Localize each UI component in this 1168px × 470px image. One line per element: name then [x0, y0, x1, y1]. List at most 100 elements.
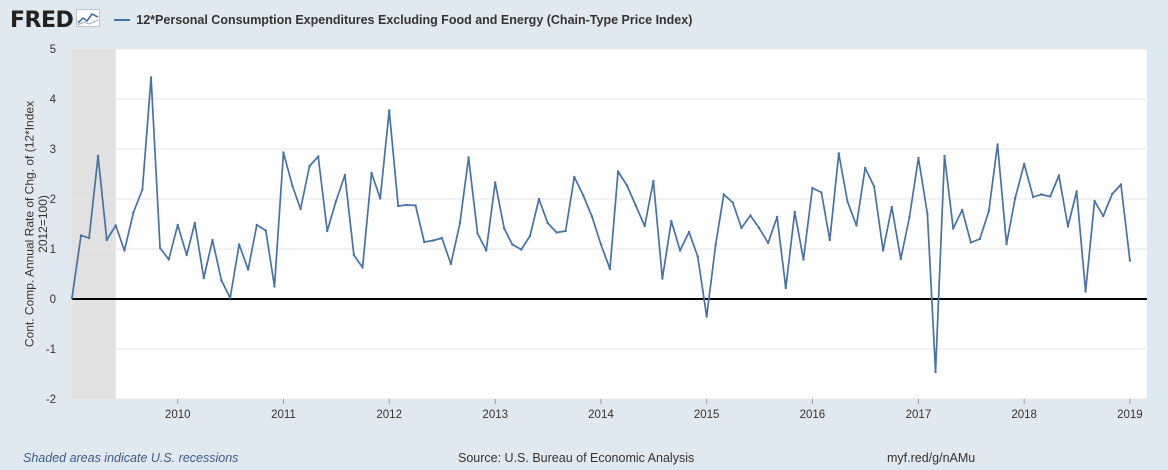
data-point[interactable] [625, 184, 629, 187]
data-point[interactable] [1057, 174, 1061, 177]
data-point[interactable] [467, 156, 470, 159]
data-point[interactable] [573, 175, 576, 179]
data-point[interactable] [211, 238, 214, 242]
data-point[interactable] [855, 224, 858, 227]
data-point[interactable] [722, 193, 725, 196]
data-point[interactable] [599, 243, 603, 246]
data-point[interactable] [511, 243, 514, 246]
data-point[interactable] [361, 266, 364, 269]
data-point[interactable] [1128, 259, 1132, 262]
data-point[interactable] [352, 253, 356, 257]
data-point[interactable] [1102, 214, 1105, 218]
data-point[interactable] [317, 155, 320, 158]
data-point[interactable] [978, 237, 982, 241]
data-point[interactable] [1040, 193, 1043, 196]
data-point[interactable] [863, 166, 867, 170]
data-point[interactable] [775, 215, 779, 219]
data-point[interactable] [202, 276, 206, 280]
data-point[interactable] [634, 204, 637, 207]
data-point[interactable] [652, 179, 655, 183]
data-point[interactable] [643, 224, 646, 228]
data-point[interactable] [705, 315, 708, 318]
data-point[interactable] [890, 205, 893, 209]
data-point[interactable] [167, 258, 170, 261]
data-point[interactable] [458, 222, 462, 225]
data-point[interactable] [158, 246, 162, 250]
data-point[interactable] [1031, 195, 1035, 199]
data-point[interactable] [582, 194, 585, 197]
data-point[interactable] [1111, 192, 1114, 196]
data-point[interactable] [494, 181, 497, 184]
data-point[interactable] [670, 219, 673, 223]
data-point[interactable] [1022, 162, 1026, 166]
data-point[interactable] [1084, 290, 1087, 293]
data-point[interactable] [996, 143, 999, 146]
data-point[interactable] [70, 296, 74, 300]
data-point[interactable] [193, 221, 197, 225]
data-point[interactable] [379, 197, 382, 200]
data-point[interactable] [308, 164, 311, 168]
data-point[interactable] [828, 238, 832, 242]
data-point[interactable] [757, 226, 761, 230]
data-point[interactable] [537, 197, 541, 201]
data-point[interactable] [696, 255, 699, 258]
data-point[interactable] [282, 151, 285, 154]
data-point[interactable] [740, 226, 743, 230]
data-point[interactable] [881, 249, 885, 252]
data-point[interactable] [908, 215, 911, 219]
data-point[interactable] [334, 200, 338, 203]
data-point[interactable] [246, 268, 250, 271]
data-point[interactable] [264, 229, 267, 232]
data-point[interactable] [326, 229, 329, 233]
data-point[interactable] [176, 223, 179, 227]
data-point[interactable] [414, 204, 417, 207]
data-point[interactable] [943, 154, 946, 158]
data-point[interactable] [952, 227, 955, 230]
data-point[interactable] [405, 203, 408, 207]
data-point[interactable] [1066, 225, 1070, 228]
data-point[interactable] [714, 243, 717, 246]
data-point[interactable] [87, 236, 91, 240]
data-point[interactable] [793, 210, 796, 214]
data-point[interactable] [528, 234, 532, 238]
data-point[interactable] [185, 253, 188, 257]
data-point[interactable] [255, 223, 259, 227]
data-point[interactable] [820, 191, 823, 194]
data-point[interactable] [114, 224, 117, 227]
data-point[interactable] [1075, 190, 1078, 193]
data-point[interactable] [661, 277, 664, 280]
data-point[interactable] [899, 257, 902, 261]
data-point[interactable] [149, 76, 153, 79]
data-point[interactable] [766, 241, 770, 245]
data-point[interactable] [503, 227, 506, 230]
data-point[interactable] [96, 154, 100, 158]
data-point[interactable] [132, 211, 135, 214]
data-point[interactable] [917, 156, 920, 160]
data-point[interactable] [387, 109, 391, 112]
series-title[interactable]: 12*Personal Consumption Expenditures Exc… [136, 13, 693, 27]
data-point[interactable] [79, 234, 83, 237]
data-point[interactable] [784, 286, 787, 290]
data-point[interactable] [616, 170, 620, 173]
data-point[interactable] [926, 212, 929, 216]
data-point[interactable] [485, 249, 488, 252]
data-point[interactable] [969, 241, 973, 244]
data-point[interactable] [546, 221, 549, 225]
data-point[interactable] [731, 201, 734, 204]
line-chart[interactable]: -2 -1 0 1 2 3 4 5 2010 2011 2012 2013 2014 2015 2016 2… [0, 0, 1168, 445]
data-point[interactable] [987, 209, 991, 213]
data-point[interactable] [423, 240, 426, 244]
data-point[interactable] [1093, 199, 1096, 203]
data-point[interactable] [590, 215, 594, 218]
data-point[interactable] [273, 285, 276, 288]
data-point[interactable] [564, 229, 567, 233]
data-point[interactable] [440, 236, 444, 240]
data-point[interactable] [960, 208, 964, 212]
data-point[interactable] [811, 186, 814, 190]
data-point[interactable] [872, 185, 876, 188]
data-point[interactable] [123, 249, 126, 252]
data-point[interactable] [1119, 183, 1123, 186]
data-point[interactable] [837, 152, 840, 155]
fred-logo[interactable]: FRED [10, 7, 74, 33]
data-point[interactable] [228, 296, 232, 300]
